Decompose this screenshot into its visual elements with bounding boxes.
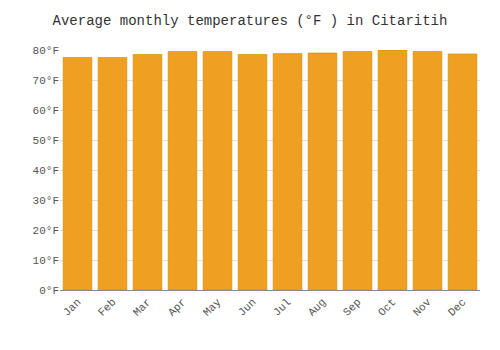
svg-text:Average monthly temperatures (: Average monthly temperatures (°F ) in Ci… [53,13,448,29]
svg-text:May: May [201,296,224,319]
svg-text:Aug: Aug [306,296,328,318]
svg-text:30°F: 30°F [33,195,59,207]
svg-text:Feb: Feb [96,296,118,318]
svg-text:20°F: 20°F [33,225,59,237]
svg-text:80°F: 80°F [33,45,59,57]
svg-text:Apr: Apr [166,296,188,318]
svg-text:Nov: Nov [411,296,434,319]
svg-text:Mar: Mar [131,296,153,318]
svg-text:Oct: Oct [376,296,398,318]
svg-text:10°F: 10°F [33,255,59,267]
svg-text:70°F: 70°F [33,75,59,87]
svg-text:Jun: Jun [236,296,258,318]
svg-text:Dec: Dec [446,296,468,318]
svg-text:0°F: 0°F [39,285,59,297]
svg-text:Jul: Jul [271,296,293,318]
svg-text:40°F: 40°F [33,165,59,177]
svg-text:Sep: Sep [341,296,363,318]
svg-text:60°F: 60°F [33,105,59,117]
svg-text:Jan: Jan [61,296,83,318]
svg-text:50°F: 50°F [33,135,59,147]
